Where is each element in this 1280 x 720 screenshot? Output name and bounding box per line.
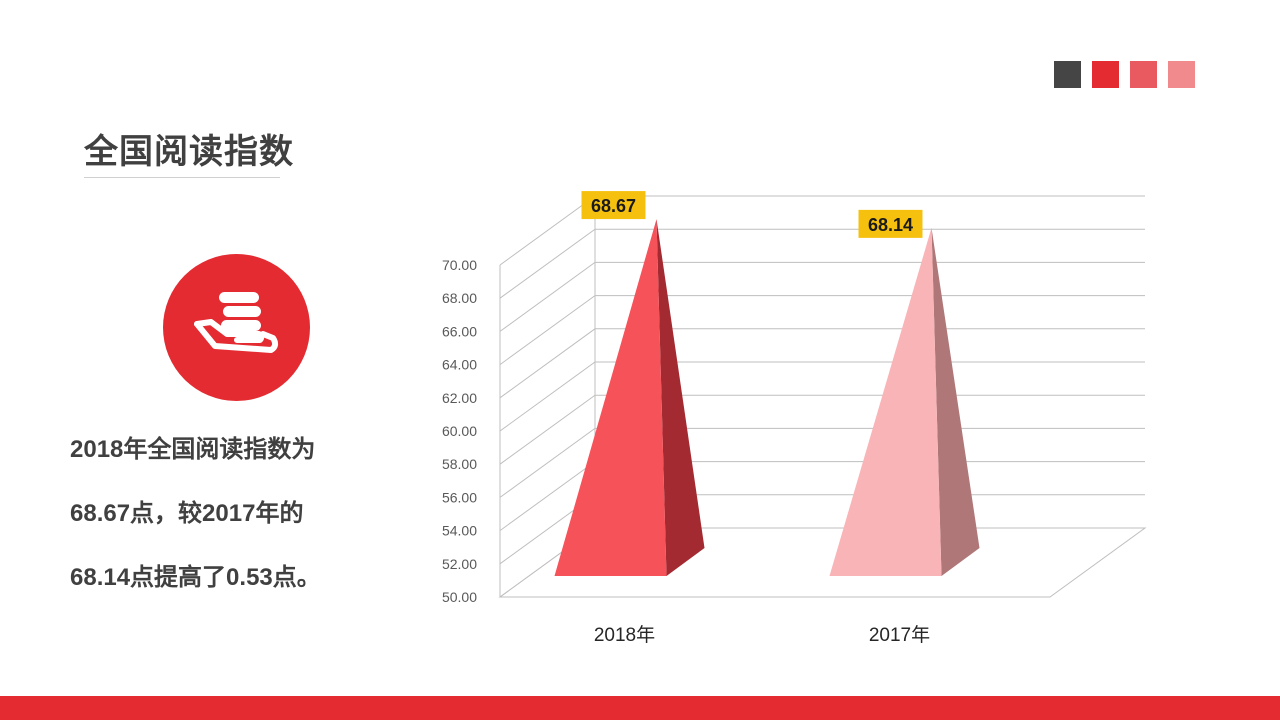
gridline: [499, 295, 1145, 366]
gridline: [499, 228, 1145, 299]
gridline: [499, 328, 1145, 399]
data-label-bg: [581, 191, 646, 220]
x-category-label: 2017年: [869, 624, 930, 646]
y-tick-label: 64.00: [442, 357, 477, 373]
decor-square-4: [1168, 61, 1195, 88]
y-tick-label: 58.00: [442, 456, 477, 472]
gridline: [499, 361, 1145, 432]
title-underline: [84, 177, 280, 178]
y-tick-label: 50.00: [442, 589, 477, 605]
decor-square-2: [1092, 61, 1119, 88]
y-tick-label: 60.00: [442, 423, 477, 439]
gridline: [499, 261, 1145, 332]
y-tick-label: 54.00: [442, 523, 477, 539]
description-line-1: 2018年全国阅读指数为: [70, 436, 316, 463]
description-line-2: 68.67点，较2017年的: [70, 500, 304, 527]
pyramid-bar-2018年: [554, 219, 705, 576]
bottom-bar: [0, 696, 1280, 720]
data-label: 68.14: [868, 215, 913, 235]
y-tick-label: 62.00: [442, 390, 477, 406]
y-tick-label: 52.00: [442, 556, 477, 572]
hand-coins-icon: [163, 254, 310, 401]
description: 2018年全国阅读指数为 68.67点，较2017年的 68.14点提高了0.5…: [70, 428, 390, 620]
data-label-bg: [858, 209, 923, 238]
y-tick-label: 68.00: [442, 290, 477, 306]
x-category-label: 2018年: [594, 624, 655, 646]
y-tick-label: 56.00: [442, 489, 477, 505]
data-label: 68.67: [591, 196, 636, 216]
y-tick-label: 70.00: [442, 257, 477, 273]
y-tick-label: 66.00: [442, 323, 477, 339]
decor-square-3: [1130, 61, 1157, 88]
description-line-3: 68.14点提高了0.53点。: [70, 564, 321, 591]
page-title: 全国阅读指数: [84, 133, 294, 171]
decor-square-1: [1054, 61, 1081, 88]
pyramid-bar-2017年: [829, 227, 980, 576]
